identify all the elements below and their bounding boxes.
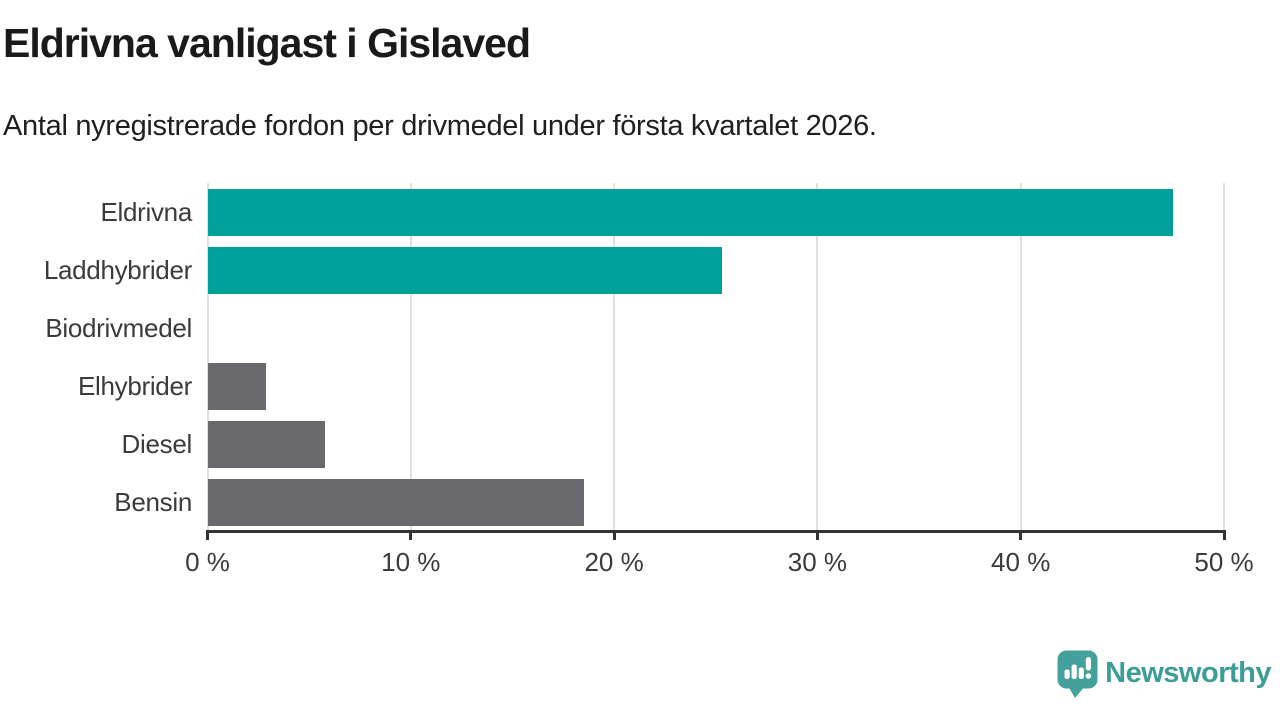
x-axis-tick-50 [1222,531,1226,540]
newsworthy-brand-text: Newsworthy [1105,656,1271,689]
x-axis-tick-20 [612,531,616,540]
x-axis-tick-label-20: 20 % [584,547,644,577]
x-axis-tick-10 [409,531,413,540]
category-label-bensin: Bensin [114,486,192,517]
x-axis-tick-label-40: 40 % [991,547,1051,577]
chart-title: Eldrivna vanligast i Gislaved [3,20,531,66]
bar-diesel [207,420,326,468]
gridline-0 [206,183,209,531]
chart-subtitle: Antal nyregistrerade fordon per drivmede… [3,110,877,142]
bar-eldrivna [207,188,1174,236]
x-axis-tick-30 [815,531,819,540]
bar-laddhybrider [207,246,722,294]
gridline-50 [1223,183,1225,531]
x-axis-line [206,530,1226,533]
gridline-20 [613,183,616,531]
x-axis-tick-40 [1019,531,1023,540]
x-axis-tick-label-50: 50 % [1194,547,1254,577]
bar-bensin [207,478,584,526]
gridline-40 [1019,183,1022,531]
x-axis-tick-label-10: 10 % [381,547,441,577]
newsworthy-logo: Newsworthy [1057,650,1271,704]
x-axis-tick-0 [206,531,209,540]
gridline-30 [816,183,819,531]
category-label-eldrivna: Eldrivna [100,196,192,227]
bar-elhybrider [207,362,267,410]
gridline-10 [409,183,412,531]
category-label-laddhybrider: Laddhybrider [43,254,192,285]
category-label-diesel: Diesel [121,428,193,459]
newsworthy-bar-chart-bubble-icon [1057,650,1098,704]
category-label-biodrivmedel: Biodrivmedel [45,312,192,343]
category-label-elhybrider: Elhybrider [77,370,192,401]
x-axis-tick-label-30: 30 % [787,547,848,577]
x-axis-tick-label-0: 0 % [185,547,230,577]
